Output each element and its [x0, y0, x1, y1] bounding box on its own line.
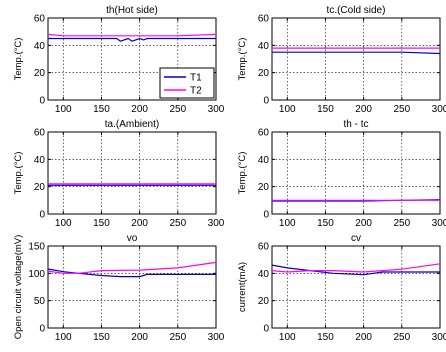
y-axis-label: Temp.(°C) [13, 152, 24, 195]
y-tick-label: 0 [263, 96, 269, 107]
chart-title: vo [127, 233, 138, 244]
x-tick-label: 250 [169, 218, 186, 229]
x-tick-label: 200 [355, 104, 372, 115]
y-tick-label: 150 [28, 242, 45, 253]
plot-area [47, 245, 217, 329]
y-tick-label: 60 [258, 242, 270, 253]
y-tick-label: 60 [34, 128, 46, 139]
y-tick-label: 20 [258, 182, 270, 193]
x-tick-label: 100 [279, 218, 296, 229]
series-line-t1 [48, 37, 216, 42]
x-tick-label: 300 [432, 332, 446, 343]
chart-title: tc.(Cold side) [327, 5, 386, 16]
x-tick-label: 300 [432, 104, 446, 115]
chart-title: ta.(Ambient) [105, 119, 159, 130]
y-axis-label: Temp.(°C) [13, 38, 24, 81]
x-tick-label: 100 [55, 218, 72, 229]
y-tick-label: 40 [258, 155, 270, 166]
y-tick-label: 0 [39, 324, 45, 335]
plot-area [271, 17, 441, 101]
y-tick-label: 0 [39, 96, 45, 107]
x-tick-label: 250 [393, 332, 410, 343]
x-tick-label: 150 [93, 218, 110, 229]
y-tick-label: 100 [28, 269, 45, 280]
y-tick-label: 50 [34, 296, 46, 307]
x-tick-label: 250 [169, 332, 186, 343]
series-line-t1 [271, 264, 440, 276]
x-tick-label: 150 [93, 104, 110, 115]
y-axis-label: Temp.(°C) [237, 152, 248, 195]
y-tick-label: 60 [258, 14, 270, 25]
y-tick-label: 40 [258, 41, 270, 52]
panel-3: 100 150 200 250 300 0 20 40 60 ta.(Ambient) Temp.(… [13, 119, 225, 229]
panel-4: 100 150 200 250 300 0 20 40 60 th - tc Temp.(°C) [237, 119, 446, 229]
x-tick-label: 200 [131, 218, 148, 229]
x-tick-label: 250 [393, 218, 410, 229]
x-tick-label: 300 [432, 218, 446, 229]
x-tick-label: 100 [279, 332, 296, 343]
series-line-t2 [47, 33, 217, 37]
y-tick-label: 20 [34, 68, 46, 79]
y-tick-label: 60 [258, 128, 270, 139]
y-tick-label: 40 [34, 155, 46, 166]
series-line-t2 [271, 263, 441, 273]
x-tick-label: 200 [355, 332, 372, 343]
chart-title: cv [351, 233, 361, 244]
x-tick-label: 100 [55, 104, 72, 115]
x-tick-label: 100 [55, 332, 72, 343]
x-tick-label: 200 [131, 104, 148, 115]
panel-6: 100 150 200 250 300 0 20 40 60 cv current(mA) [237, 233, 446, 343]
y-axis-label: current(mA) [237, 262, 248, 312]
legend-box [159, 67, 215, 99]
panel-5: 100 150 200 250 300 0 50 100 150 vo Open circuit v… [13, 233, 225, 343]
y-tick-label: 0 [263, 210, 269, 221]
plot-area [271, 245, 441, 329]
chart-title: th(Hot side) [106, 5, 158, 16]
x-tick-label: 250 [169, 104, 186, 115]
x-tick-label: 150 [317, 104, 334, 115]
x-tick-label: 100 [279, 104, 296, 115]
y-tick-label: 20 [258, 296, 270, 307]
y-tick-label: 60 [34, 14, 46, 25]
x-tick-label: 300 [208, 104, 225, 115]
panel-1: 100 150 200 250 300 0 20 40 60 th(Hot side) Temp.(… [13, 5, 225, 115]
legend-entry-label: T2 [190, 86, 202, 97]
y-tick-label: 40 [34, 41, 46, 52]
x-tick-label: 300 [208, 332, 225, 343]
y-tick-label: 20 [34, 182, 46, 193]
x-tick-label: 250 [393, 104, 410, 115]
panel-2: 100 150 200 250 300 0 20 40 60 tc.(Cold side) Temp… [237, 5, 446, 115]
y-tick-label: 40 [258, 269, 270, 280]
y-tick-label: 20 [258, 68, 270, 79]
series-line-t1 [272, 51, 441, 55]
legend-entry-label: T1 [190, 73, 202, 84]
series-line-t2 [47, 261, 217, 274]
x-tick-label: 150 [317, 218, 334, 229]
x-tick-label: 150 [317, 332, 334, 343]
x-tick-label: 200 [131, 332, 148, 343]
x-tick-label: 150 [93, 332, 110, 343]
y-axis-label: Temp.(°C) [237, 38, 248, 81]
y-tick-label: 0 [39, 210, 45, 221]
x-tick-label: 300 [208, 218, 225, 229]
plot-area [47, 131, 217, 215]
plot-area [271, 131, 441, 215]
chart-title: th - tc [343, 119, 368, 130]
y-axis-label: Open circuit voltage(mV) [13, 235, 24, 340]
y-tick-label: 0 [263, 324, 269, 335]
series-line-t1 [47, 268, 216, 278]
x-tick-label: 200 [355, 218, 372, 229]
